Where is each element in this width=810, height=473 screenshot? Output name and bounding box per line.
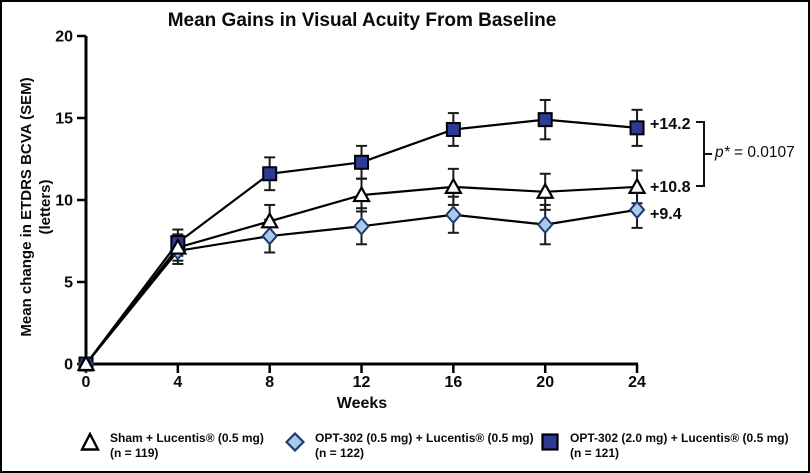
end-label-sham: +10.8 [650, 179, 691, 196]
y-tick-label: 5 [64, 275, 73, 292]
end-label-opt302-2mg: +14.2 [650, 116, 691, 133]
y-tick-label: 10 [55, 193, 73, 210]
y-tick-label: 15 [55, 111, 73, 128]
marker-diamond [536, 215, 554, 235]
end-label-opt302-05mg: +9.4 [650, 206, 682, 223]
marker-diamond [445, 205, 462, 225]
legend-item-opt302-05mg: OPT-302 (0.5 mg) + Lucentis® (0.5 mg) (n… [285, 431, 534, 461]
marker-triangle [352, 185, 371, 203]
marker-square [629, 120, 645, 136]
x-tick-label: 8 [265, 374, 274, 391]
significance-bracket [696, 121, 705, 187]
legend-n-opt302-2mg: (n = 121) [570, 446, 620, 460]
x-axis-label: Weeks [336, 395, 388, 412]
marker-triangle [443, 177, 463, 194]
marker-square [445, 121, 461, 137]
marker-triangle [168, 237, 188, 255]
legend-item-sham: Sham + Lucentis® (0.5 mg) (n = 119) [80, 431, 264, 461]
marker-square [262, 166, 278, 182]
p-value-number: = 0.0107 [733, 144, 795, 161]
x-tick-label: 20 [536, 374, 554, 391]
marker-square [537, 112, 553, 128]
marker-diamond [261, 226, 279, 246]
marker-square [354, 154, 370, 170]
y-tick-label: 0 [64, 357, 73, 374]
p-value-symbol: p* [715, 144, 730, 161]
legend-label-opt302-2mg: OPT-302 (2.0 mg) + Lucentis® (0.5 mg) [570, 431, 789, 445]
x-tick-label: 16 [444, 374, 462, 391]
x-tick-label: 12 [353, 374, 371, 391]
p-value-label: p* = 0.0107 [715, 144, 795, 162]
marker-diamond [353, 216, 370, 236]
x-tick-label: 24 [628, 374, 646, 391]
legend-label-opt302-05mg: OPT-302 (0.5 mg) + Lucentis® (0.5 mg) [315, 431, 534, 445]
triangle-marker-icon [80, 432, 100, 451]
legend-label-sham: Sham + Lucentis® (0.5 mg) [110, 431, 264, 445]
marker-triangle [627, 177, 647, 194]
marker-diamond [628, 200, 646, 220]
chart-title: Mean Gains in Visual Acuity From Baselin… [167, 10, 557, 31]
marker-triangle [260, 211, 280, 229]
square-marker-icon [541, 433, 559, 451]
diamond-marker-icon [285, 432, 305, 452]
y-tick-label: 20 [55, 29, 73, 46]
x-tick-label: 0 [82, 374, 91, 391]
significance-bracket-nub [705, 153, 712, 155]
legend-n-sham: (n = 119) [110, 446, 159, 460]
legend-n-opt302-05mg: (n = 122) [315, 446, 365, 460]
legend-item-opt302-2mg: OPT-302 (2.0 mg) + Lucentis® (0.5 mg) (n… [540, 431, 789, 461]
marker-triangle [76, 354, 96, 372]
x-tick-label: 4 [173, 374, 182, 391]
marker-triangle [535, 182, 555, 199]
